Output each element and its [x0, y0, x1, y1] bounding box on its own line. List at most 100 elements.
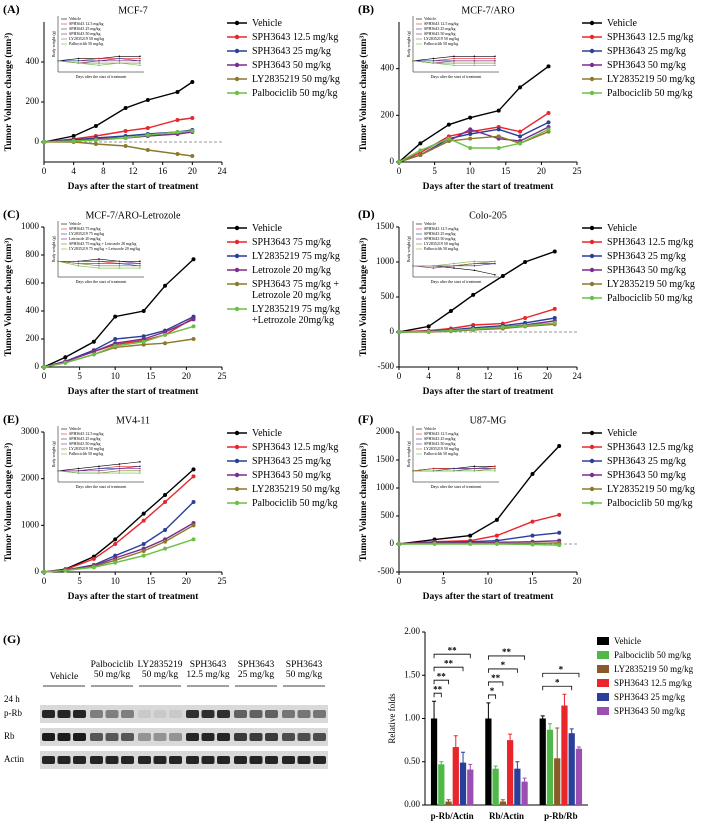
- x-tick-label: 24: [218, 166, 228, 176]
- blot-band: [57, 733, 71, 741]
- legend-label: Palbociclib 50 mg/kg: [252, 498, 338, 509]
- error-bar: [515, 761, 520, 777]
- legend-entry: SPH3643 25 mg/kg: [581, 46, 706, 57]
- inset-point: [118, 465, 121, 468]
- inset-point: [139, 465, 141, 468]
- legend-label: Vehicle: [252, 428, 282, 439]
- blot-band: [313, 756, 326, 764]
- blot-band: [121, 733, 134, 741]
- significance-bracket: [487, 668, 518, 673]
- blot-band: [217, 733, 230, 741]
- data-point: [397, 160, 401, 164]
- inset-point: [139, 472, 141, 474]
- error-bar: [508, 733, 513, 747]
- data-point: [141, 518, 146, 523]
- inset-legend-label: Vehicle: [69, 16, 81, 21]
- data-point: [552, 306, 557, 311]
- data-point: [518, 141, 523, 146]
- legend-entry: SPH3643 75 mg/kg + Letrozole 20 mg/kg: [226, 279, 351, 301]
- inset-point: [77, 262, 80, 265]
- series-line: [398, 128, 549, 163]
- inset-point: [412, 470, 414, 472]
- x-axis-label: Days after the start of treatment: [423, 592, 555, 602]
- legend-swatch: [597, 693, 609, 701]
- inset-y-label: Body weight (g): [406, 30, 411, 57]
- data-point: [418, 148, 423, 153]
- legend-entry: Vehicle: [581, 223, 706, 234]
- legend-label: SPH3643 50 mg/kg: [614, 706, 686, 716]
- significance-label: *: [555, 677, 560, 687]
- legend-label: Palbociclib 50 mg/kg: [607, 498, 693, 509]
- inset-legend-label: SPH3643 25 mg/kg: [424, 231, 456, 236]
- data-point: [163, 332, 168, 337]
- blot-band: [138, 756, 151, 764]
- inset-legend-label: LY2835219 50 mg/kg: [424, 446, 459, 451]
- inset-point: [118, 472, 121, 474]
- legend-square: [597, 693, 609, 701]
- x-tick-label: p-Rb/Actin: [431, 811, 474, 821]
- legend-entry: LY2835219 50 mg/kg: [226, 484, 351, 495]
- x-tick-label: 20: [182, 576, 192, 586]
- series-line: [43, 538, 194, 573]
- x-tick-label: 12: [129, 166, 138, 176]
- legend-dot: [234, 225, 240, 231]
- legend-entry: Palbociclib 50 mg/kg: [596, 650, 708, 660]
- data-point: [468, 533, 473, 538]
- inset-x-label: Days after the start of treatment: [76, 74, 128, 79]
- inset-x-label: Days after the start of treatment: [76, 484, 128, 489]
- data-point: [63, 360, 68, 365]
- inset-point: [118, 262, 121, 265]
- legend-entry: SPH3643 25 mg/kg: [596, 692, 708, 702]
- data-point: [468, 127, 473, 132]
- inset-y-label: Body weight (g): [406, 235, 411, 262]
- legend-swatch: [227, 239, 247, 245]
- legend-dot: [234, 48, 240, 54]
- inset-point: [494, 273, 496, 276]
- legend-swatch: [582, 225, 602, 231]
- blot-band: [282, 710, 295, 718]
- x-axis-label: Days after the start of treatment: [68, 182, 200, 192]
- series-line: [43, 522, 194, 573]
- blot-band: [265, 756, 278, 764]
- blot-band: [138, 733, 151, 741]
- data-point: [113, 542, 118, 546]
- blot-band: [282, 733, 295, 741]
- legend-entry: LY2835219 50 mg/kg: [226, 74, 351, 85]
- error-bar: [576, 746, 581, 752]
- legend-swatch: [582, 430, 602, 436]
- inset-point: [412, 60, 414, 62]
- data-point: [141, 309, 146, 313]
- inset-point: [453, 467, 455, 470]
- bar: [575, 748, 583, 805]
- blot-band: [73, 733, 86, 741]
- bar: [492, 768, 499, 805]
- bar: [452, 747, 459, 805]
- inset-point: [118, 467, 121, 470]
- data-point: [141, 337, 146, 341]
- data-point: [190, 154, 195, 158]
- data-point: [468, 146, 473, 150]
- data-point: [141, 511, 146, 516]
- significance-label: **: [437, 671, 447, 681]
- data-point: [530, 542, 535, 547]
- data-point: [91, 352, 96, 357]
- data-point: [163, 500, 168, 504]
- x-tick-label: 16: [513, 371, 523, 381]
- legend-dot: [589, 281, 595, 287]
- y-axis-label: Tumor Volume change (mm³): [3, 33, 14, 152]
- data-point: [191, 317, 196, 322]
- x-tick-label: 4: [426, 371, 431, 381]
- legend-label: LY2835219 50 mg/kg: [252, 74, 340, 85]
- blot-band: [201, 756, 215, 764]
- x-tick-label: 5: [77, 371, 82, 381]
- legend-dot: [589, 458, 595, 464]
- inset-point: [473, 467, 476, 470]
- error-bar: [562, 693, 567, 718]
- data-point: [530, 533, 535, 538]
- inset-x-label: Days after the start of treatment: [431, 484, 483, 489]
- legend-swatch: [227, 500, 247, 506]
- inset-point: [98, 260, 100, 263]
- inset-point: [473, 269, 476, 272]
- inset-point: [453, 267, 455, 269]
